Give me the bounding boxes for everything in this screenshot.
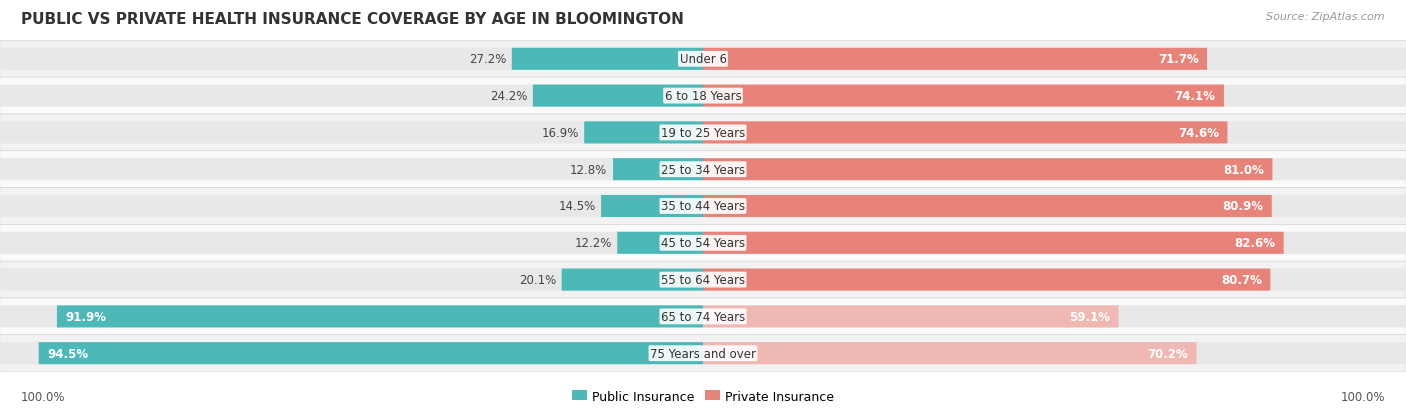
FancyBboxPatch shape <box>703 306 1406 328</box>
Text: 25 to 34 Years: 25 to 34 Years <box>661 163 745 176</box>
FancyBboxPatch shape <box>585 122 703 144</box>
FancyBboxPatch shape <box>0 115 1406 152</box>
Text: 16.9%: 16.9% <box>541 127 579 140</box>
FancyBboxPatch shape <box>0 122 703 144</box>
FancyBboxPatch shape <box>0 261 1406 298</box>
FancyBboxPatch shape <box>703 49 1206 71</box>
FancyBboxPatch shape <box>703 122 1227 144</box>
FancyBboxPatch shape <box>703 159 1406 181</box>
Text: 27.2%: 27.2% <box>468 53 506 66</box>
FancyBboxPatch shape <box>562 269 703 291</box>
Text: 59.1%: 59.1% <box>1069 310 1111 323</box>
FancyBboxPatch shape <box>0 152 1406 188</box>
Text: 82.6%: 82.6% <box>1234 237 1275 250</box>
FancyBboxPatch shape <box>533 85 703 107</box>
FancyBboxPatch shape <box>0 85 703 107</box>
FancyBboxPatch shape <box>703 306 1119 328</box>
Text: 12.8%: 12.8% <box>571 163 607 176</box>
FancyBboxPatch shape <box>512 49 703 71</box>
Text: 100.0%: 100.0% <box>21 390 66 403</box>
Text: 45 to 54 Years: 45 to 54 Years <box>661 237 745 250</box>
FancyBboxPatch shape <box>617 232 703 254</box>
FancyBboxPatch shape <box>0 225 1406 261</box>
Text: 19 to 25 Years: 19 to 25 Years <box>661 127 745 140</box>
FancyBboxPatch shape <box>703 232 1284 254</box>
FancyBboxPatch shape <box>703 159 1272 181</box>
Text: 74.1%: 74.1% <box>1174 90 1215 103</box>
Text: 75 Years and over: 75 Years and over <box>650 347 756 360</box>
FancyBboxPatch shape <box>703 232 1406 254</box>
Text: 74.6%: 74.6% <box>1178 127 1219 140</box>
FancyBboxPatch shape <box>602 195 703 218</box>
FancyBboxPatch shape <box>703 195 1272 218</box>
Text: Under 6: Under 6 <box>679 53 727 66</box>
Text: 20.1%: 20.1% <box>519 273 557 286</box>
FancyBboxPatch shape <box>703 269 1271 291</box>
FancyBboxPatch shape <box>0 41 1406 78</box>
Text: 70.2%: 70.2% <box>1147 347 1188 360</box>
Text: 100.0%: 100.0% <box>1340 390 1385 403</box>
Text: 65 to 74 Years: 65 to 74 Years <box>661 310 745 323</box>
FancyBboxPatch shape <box>0 342 703 364</box>
FancyBboxPatch shape <box>0 232 703 254</box>
FancyBboxPatch shape <box>613 159 703 181</box>
Text: 14.5%: 14.5% <box>558 200 596 213</box>
FancyBboxPatch shape <box>0 159 703 181</box>
FancyBboxPatch shape <box>703 85 1406 107</box>
FancyBboxPatch shape <box>0 49 703 71</box>
FancyBboxPatch shape <box>703 122 1406 144</box>
FancyBboxPatch shape <box>703 342 1406 364</box>
FancyBboxPatch shape <box>0 269 703 291</box>
FancyBboxPatch shape <box>703 195 1406 218</box>
FancyBboxPatch shape <box>703 49 1406 71</box>
Text: 71.7%: 71.7% <box>1159 53 1198 66</box>
Text: PUBLIC VS PRIVATE HEALTH INSURANCE COVERAGE BY AGE IN BLOOMINGTON: PUBLIC VS PRIVATE HEALTH INSURANCE COVER… <box>21 12 683 27</box>
Text: 81.0%: 81.0% <box>1223 163 1264 176</box>
Text: 94.5%: 94.5% <box>48 347 89 360</box>
Text: 91.9%: 91.9% <box>65 310 107 323</box>
FancyBboxPatch shape <box>56 306 703 328</box>
FancyBboxPatch shape <box>0 298 1406 335</box>
Legend: Public Insurance, Private Insurance: Public Insurance, Private Insurance <box>572 390 834 403</box>
FancyBboxPatch shape <box>703 342 1197 364</box>
Text: 80.9%: 80.9% <box>1222 200 1264 213</box>
FancyBboxPatch shape <box>0 78 1406 115</box>
Text: Source: ZipAtlas.com: Source: ZipAtlas.com <box>1267 12 1385 22</box>
FancyBboxPatch shape <box>703 85 1223 107</box>
Text: 35 to 44 Years: 35 to 44 Years <box>661 200 745 213</box>
FancyBboxPatch shape <box>0 195 703 218</box>
Text: 24.2%: 24.2% <box>489 90 527 103</box>
Text: 80.7%: 80.7% <box>1220 273 1263 286</box>
FancyBboxPatch shape <box>0 306 703 328</box>
FancyBboxPatch shape <box>0 188 1406 225</box>
FancyBboxPatch shape <box>703 269 1406 291</box>
Text: 6 to 18 Years: 6 to 18 Years <box>665 90 741 103</box>
Text: 12.2%: 12.2% <box>574 237 612 250</box>
Text: 55 to 64 Years: 55 to 64 Years <box>661 273 745 286</box>
FancyBboxPatch shape <box>0 335 1406 372</box>
FancyBboxPatch shape <box>38 342 703 364</box>
